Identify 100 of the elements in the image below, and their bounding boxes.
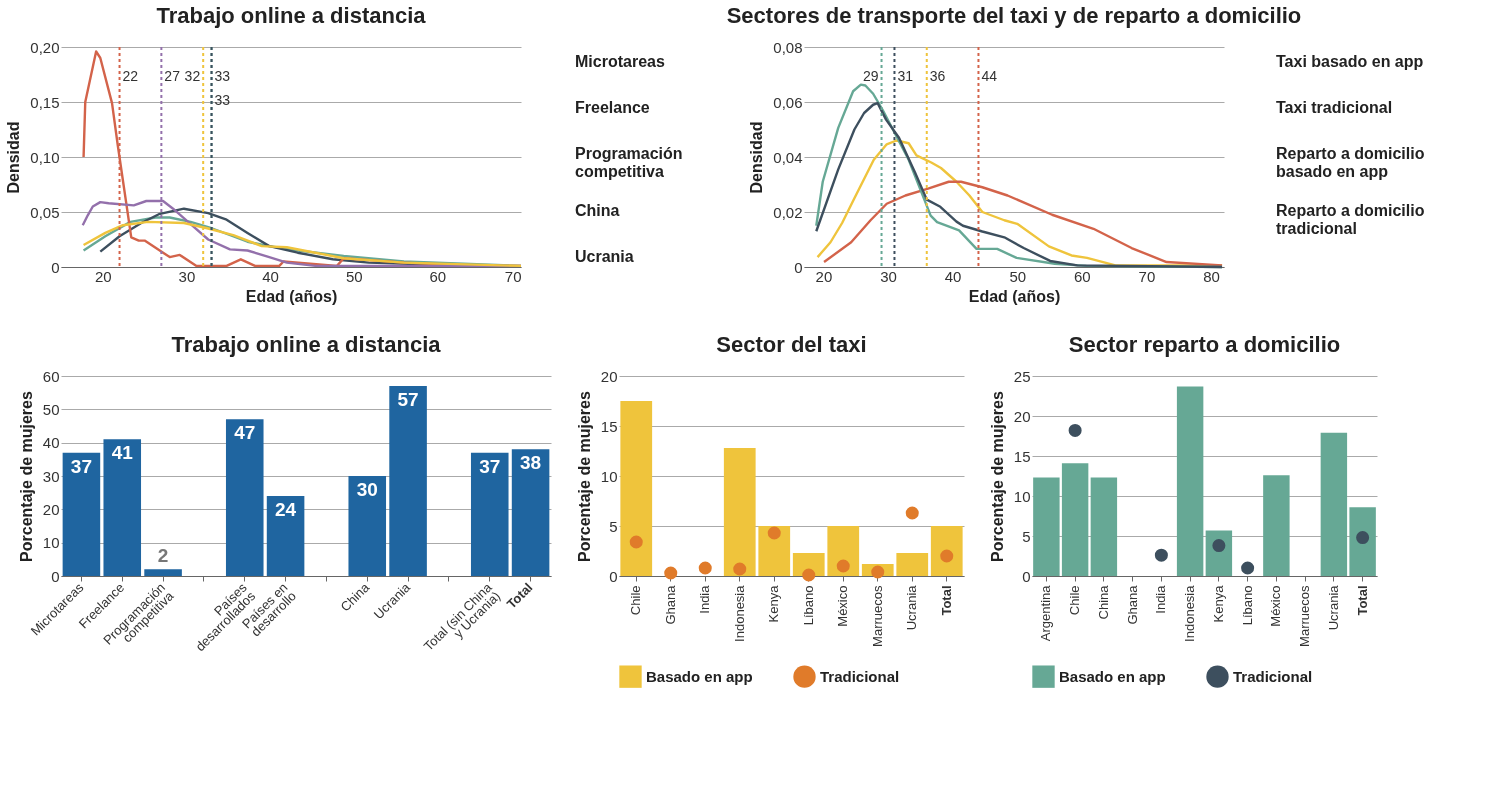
y-tick-label: 25 xyxy=(1013,367,1031,385)
text: Reparto a domicilio basado en app xyxy=(1276,145,1425,180)
x-tick-label: 20 xyxy=(94,267,112,285)
y-tick-label: 10 xyxy=(1013,487,1031,505)
x-tick-label: 30 xyxy=(178,267,196,285)
x-tick-label: Marruecos xyxy=(869,585,885,647)
x-axis-title: Edad (años) xyxy=(968,287,1061,305)
x-tick-label: México xyxy=(835,585,851,627)
text: Taxi basado en app xyxy=(1276,53,1424,70)
data-label: 57 xyxy=(397,389,419,410)
x-tick-label: 60 xyxy=(429,267,447,285)
y-tick-label: 20 xyxy=(600,367,618,385)
x-tick-label: Total xyxy=(1354,585,1370,616)
ref-line-label: 29 xyxy=(862,68,879,84)
chart-title: Sectores de transporte del taxi y de reparto a domicilio xyxy=(726,3,1302,28)
y-tick-label: 5 xyxy=(609,517,618,535)
ref-line-label: 33 xyxy=(214,92,231,108)
data-label: 30 xyxy=(356,479,378,500)
y-tick-label: 20 xyxy=(1013,407,1031,425)
x-tick-label: Ghana xyxy=(662,584,678,625)
legend-label: Tradicional xyxy=(820,667,900,685)
x-tick-label: Líbano xyxy=(800,585,816,626)
y-tick-label: 15 xyxy=(600,417,618,435)
legend-label: Basado en app xyxy=(1059,667,1166,685)
data-label: 24 xyxy=(275,499,297,520)
x-tick-label: Kenya xyxy=(1210,584,1226,623)
y-tick-label: 0 xyxy=(51,258,60,276)
y-tick-label: 15 xyxy=(1013,447,1031,465)
ref-line-label: 33 xyxy=(214,68,231,84)
x-tick-label: Chile xyxy=(628,585,644,616)
y-tick-label: 0,02 xyxy=(773,203,803,221)
data-label: 47 xyxy=(234,422,256,444)
chart-title: Sector reparto a domicilio xyxy=(1068,332,1341,357)
x-tick-label: India xyxy=(1153,584,1169,614)
x-tick-label: Total xyxy=(938,585,954,616)
y-tick-label: 0 xyxy=(51,567,60,585)
x-tick-label: 20 xyxy=(815,267,833,285)
legend-label: Basado en app xyxy=(646,667,753,685)
x-tick-label: Marruecos xyxy=(1297,585,1313,647)
x-tick-label: Ucrania xyxy=(904,584,920,631)
ref-line-label: 32 xyxy=(184,68,201,84)
y-tick-label: 0,05 xyxy=(30,203,60,221)
y-tick-label: 10 xyxy=(600,467,618,485)
x-tick-label: 40 xyxy=(944,267,962,285)
y-tick-label: 10 xyxy=(42,534,60,552)
y-tick-label: 0 xyxy=(609,567,618,585)
x-tick-label: 30 xyxy=(880,267,897,285)
ref-line-label: 31 xyxy=(897,68,914,84)
chart-title: Trabajo online a distancia xyxy=(171,332,442,357)
ref-line-label: 22 xyxy=(122,68,139,84)
x-tick-label: India xyxy=(697,584,713,614)
x-tick-label: Indonesia xyxy=(1182,584,1198,642)
y-tick-label: 0,15 xyxy=(30,93,60,111)
y-tick-label: 0 xyxy=(1022,567,1031,585)
y-tick-label: 50 xyxy=(42,400,60,418)
y-tick-label: 60 xyxy=(42,367,60,385)
data-label: 2 xyxy=(157,545,169,567)
data-label: 38 xyxy=(520,452,542,474)
x-tick-label: 70 xyxy=(504,267,522,285)
text: Programación competitiva xyxy=(575,145,683,180)
x-axis-title: Edad (años) xyxy=(245,287,338,305)
x-tick-label: 80 xyxy=(1203,267,1220,285)
x-tick-label: Ucrania xyxy=(1325,584,1341,631)
x-tick-label: China xyxy=(1095,584,1111,620)
y-tick-label: 0 xyxy=(794,258,803,276)
text: Ucrania xyxy=(575,248,634,265)
y-axis-title: Porcentaje de mujeres xyxy=(17,391,35,562)
y-tick-label: 0,08 xyxy=(773,38,803,56)
text: China xyxy=(575,202,620,219)
ref-line-label: 36 xyxy=(929,68,946,84)
y-tick-label: 0,20 xyxy=(30,38,60,56)
x-tick-label: 70 xyxy=(1138,267,1156,285)
x-tick-label: Líbano xyxy=(1239,585,1255,626)
text: Microtareas xyxy=(575,53,665,70)
x-tick-label: México xyxy=(1268,585,1284,627)
y-tick-label: 0,06 xyxy=(773,93,803,111)
legend-label: Tradicional xyxy=(1233,667,1313,685)
data-label: 41 xyxy=(111,442,134,464)
x-tick-label: Kenya xyxy=(766,584,782,623)
x-tick-label: 50 xyxy=(345,267,363,285)
ref-line-label: 44 xyxy=(981,68,998,84)
x-tick-label: 40 xyxy=(262,267,279,285)
y-axis-title: Porcentaje de mujeres xyxy=(575,391,593,562)
y-tick-label: 40 xyxy=(42,434,60,452)
chart-title: Trabajo online a distancia xyxy=(156,3,427,28)
x-tick-label: Ghana xyxy=(1124,584,1140,625)
x-tick-label: Chile xyxy=(1067,585,1083,616)
ref-line-label: 27 xyxy=(164,68,181,84)
text: Freelance xyxy=(575,99,650,116)
y-tick-label: 0,10 xyxy=(30,148,60,166)
data-label: 37 xyxy=(479,455,501,477)
x-tick-label: 60 xyxy=(1074,267,1091,285)
y-tick-label: 0,04 xyxy=(773,148,803,166)
y-tick-label: 30 xyxy=(42,467,60,485)
y-axis-title: Porcentaje de mujeres xyxy=(988,391,1006,562)
y-tick-label: 20 xyxy=(42,500,60,518)
chart-title: Sector del taxi xyxy=(716,332,867,357)
text: Reparto a domicilio tradicional xyxy=(1276,202,1425,237)
data-label: 37 xyxy=(70,455,92,477)
y-tick-label: 5 xyxy=(1022,527,1031,545)
